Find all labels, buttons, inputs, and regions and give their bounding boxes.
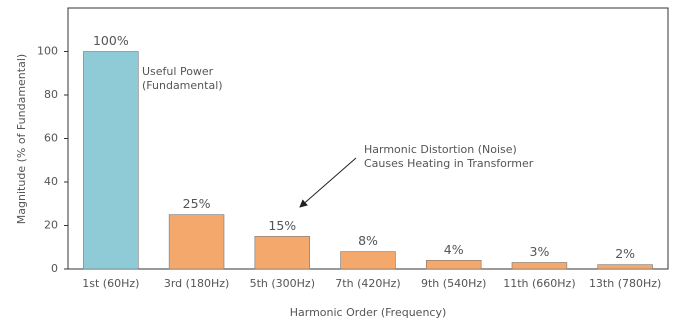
bar <box>425 259 482 270</box>
annotation: Causes Heating in Transformer <box>364 157 534 170</box>
y-tick-label: 60 <box>44 132 58 145</box>
y-tick-label: 80 <box>44 88 58 101</box>
annotation: Useful Power <box>142 65 214 78</box>
bar <box>597 264 653 270</box>
value-label: 8% <box>358 233 378 248</box>
x-axis-title: Harmonic Order (Frequency) <box>290 306 447 319</box>
annotation-arrow <box>299 157 357 208</box>
x-tick-label: 3rd (180Hz) <box>164 277 229 290</box>
annotation: (Fundamental) <box>142 79 223 92</box>
value-label: 25% <box>183 196 211 211</box>
x-tick-label: 7th (420Hz) <box>335 277 400 290</box>
bar <box>511 262 568 270</box>
x-tick-label: 11th (660Hz) <box>503 277 575 290</box>
y-tick-label: 100 <box>37 45 58 58</box>
value-label: 2% <box>615 246 635 261</box>
y-tick-label: 20 <box>44 219 58 232</box>
x-tick-label: 5th (300Hz) <box>250 277 315 290</box>
plot-frame <box>67 7 669 270</box>
x-tick-label: 1st (60Hz) <box>82 277 139 290</box>
annotation: Harmonic Distortion (Noise) <box>364 143 517 156</box>
x-tick-label: 9th (540Hz) <box>421 277 486 290</box>
value-label: 4% <box>444 242 464 257</box>
y-tick-label: 0 <box>51 262 58 275</box>
value-label: 100% <box>93 33 129 48</box>
bar <box>254 236 311 270</box>
bar <box>168 214 225 270</box>
x-tick-label: 13th (780Hz) <box>589 277 661 290</box>
y-axis-title: Magnitude (% of Fundamental) <box>15 54 28 224</box>
y-tick-label: 40 <box>44 175 58 188</box>
value-label: 15% <box>268 218 296 233</box>
bar <box>340 251 396 270</box>
bar <box>83 51 139 270</box>
value-label: 3% <box>530 244 550 259</box>
